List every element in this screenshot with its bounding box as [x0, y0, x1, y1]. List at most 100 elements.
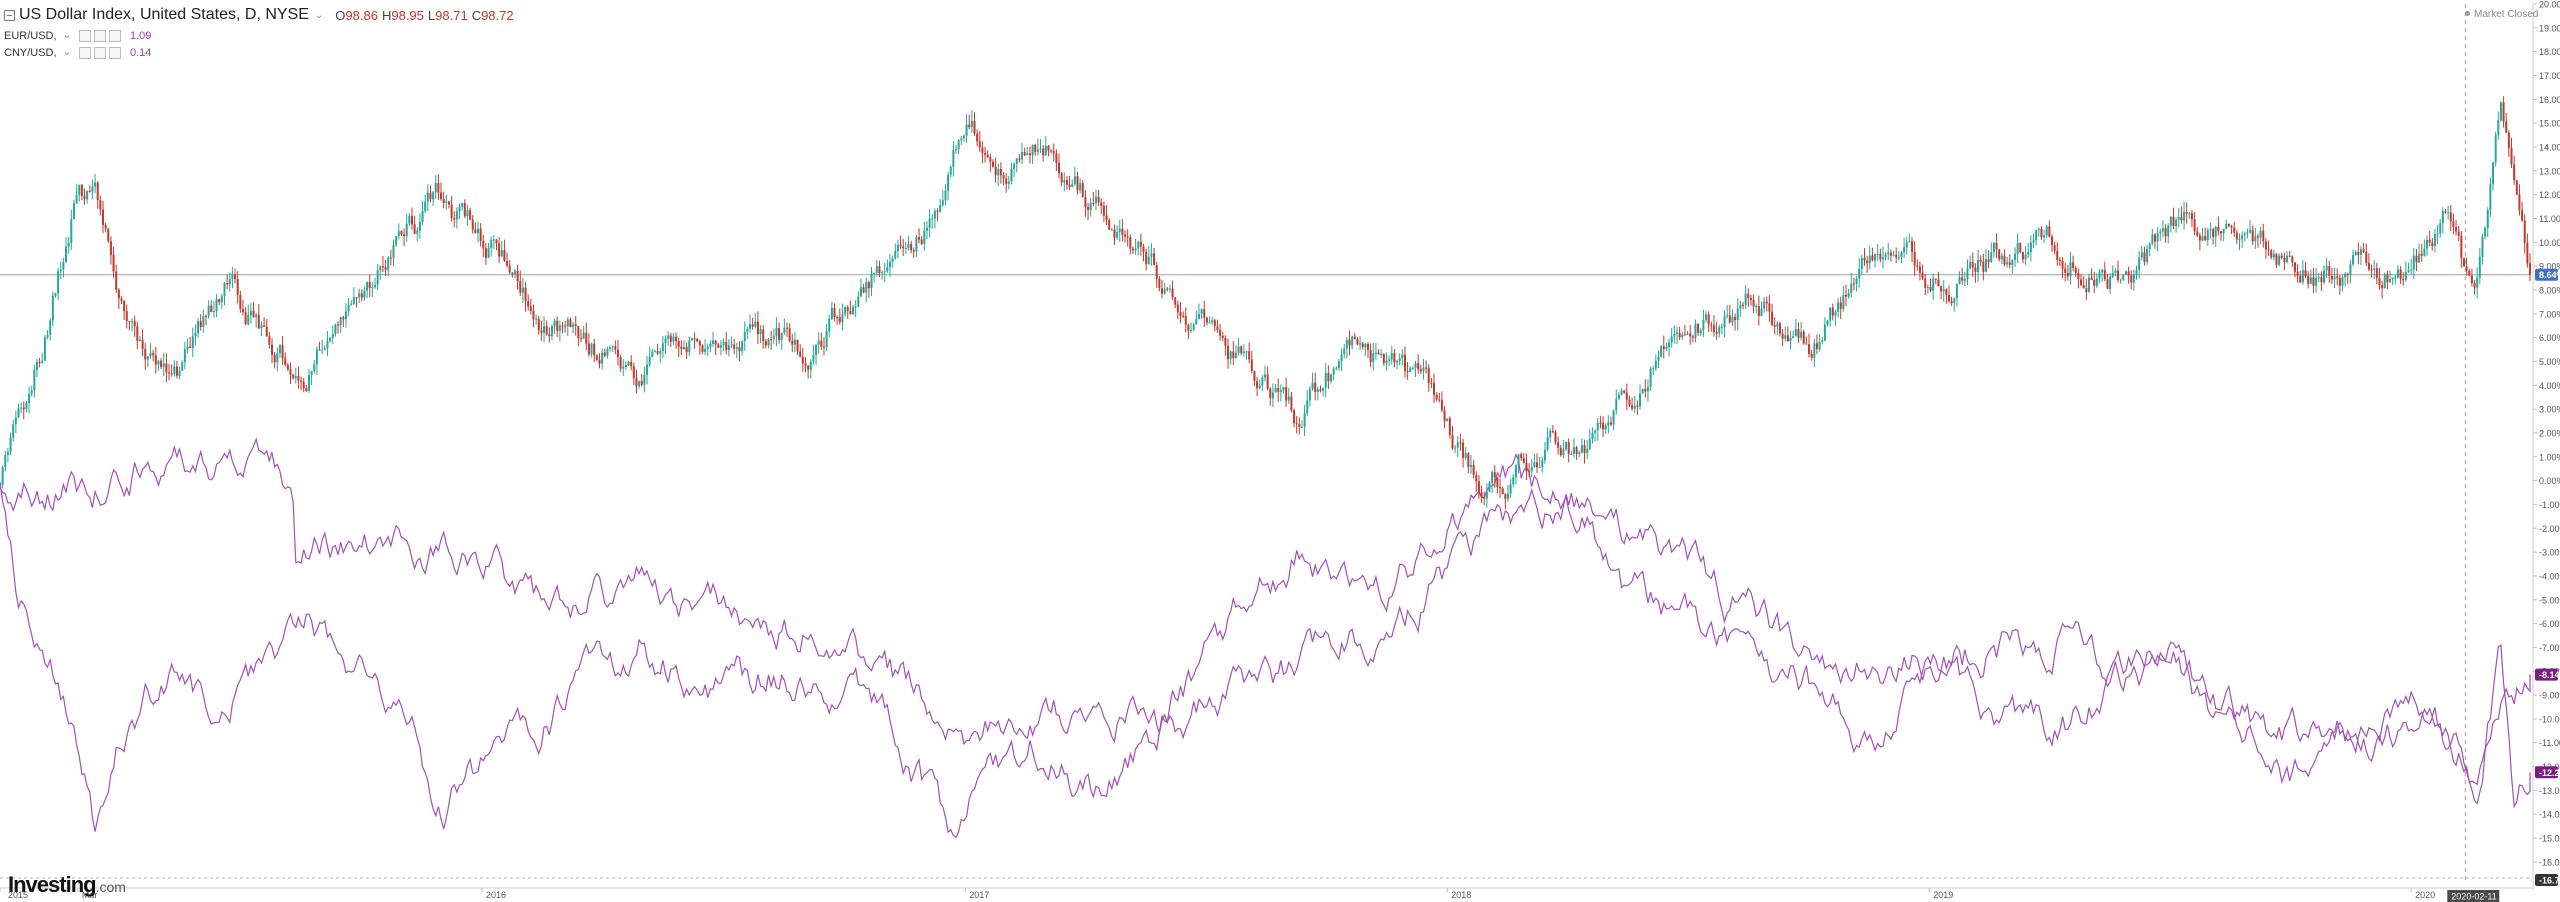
candle-body — [2317, 277, 2320, 279]
cny-series-label[interactable]: CNY/USD, — [4, 46, 57, 59]
candle-body — [2338, 277, 2341, 286]
candle-body — [104, 224, 107, 229]
candle-body — [920, 239, 923, 245]
candle-body — [2521, 209, 2524, 221]
candle-body — [445, 201, 448, 204]
cny-series-menu-icon[interactable]: ⌄ — [62, 47, 71, 58]
candle-body — [1462, 442, 1465, 458]
eur-series-label[interactable]: EUR/USD, — [4, 29, 57, 42]
candle-body — [521, 287, 524, 293]
candle-body — [675, 336, 678, 341]
plot-area[interactable] — [0, 4, 2530, 880]
candle-body — [207, 305, 210, 317]
legend-row-main[interactable]: US Dollar Index, United States, D, NYSE … — [4, 3, 514, 27]
main-series-title[interactable]: US Dollar Index, United States, D, NYSE — [19, 6, 309, 23]
candle-body — [1322, 387, 1325, 391]
collapse-icon[interactable] — [4, 9, 15, 21]
candle-body — [754, 321, 757, 327]
candle-body — [614, 346, 617, 350]
candle-body — [1924, 278, 1927, 288]
candle-body — [1163, 288, 1166, 294]
candle-body — [535, 318, 538, 320]
y-tick-label: 17.00% — [2539, 71, 2560, 81]
candle-body — [770, 339, 773, 341]
y-axis[interactable]: 20.00% 19.00% 18.00% 17.00% 16.00% 15.00% 14.0… — [2532, 0, 2560, 902]
candle-body — [1380, 354, 1383, 356]
legend-row-cny[interactable]: CNY/USD, ⌄ 0.14 — [4, 44, 514, 61]
candle-body — [9, 437, 12, 452]
candle-body — [466, 210, 469, 217]
candle-body — [1023, 152, 1026, 156]
candle-body — [1921, 272, 1924, 279]
eur-settings-icon[interactable] — [93, 29, 106, 42]
candle-body — [1105, 215, 1108, 221]
candle-body — [991, 161, 994, 167]
x-axis: 2015 Mar 2016 2017 2018 2019 2020 2020-02-11 — [0, 887, 2533, 902]
candle-body — [2359, 249, 2362, 255]
candle-body — [1353, 336, 1356, 340]
candle-body — [1860, 257, 1863, 269]
candle-body — [38, 361, 41, 363]
y-tick-label: 19.00% — [2539, 23, 2560, 33]
candle-body — [1554, 432, 1557, 443]
candle-body — [1781, 333, 1784, 339]
candle-body — [1794, 329, 1797, 337]
candle-body — [2386, 274, 2389, 283]
candle-body — [1477, 481, 1480, 493]
eur-visibility-icon[interactable] — [78, 29, 91, 42]
candle-body — [846, 307, 849, 312]
candle-body — [910, 243, 913, 251]
candle-body — [120, 298, 123, 301]
candle-body — [556, 320, 559, 331]
candle-body — [960, 138, 963, 141]
candle-body — [2027, 252, 2030, 255]
candle-body — [138, 339, 141, 341]
eur-series-menu-icon[interactable]: ⌄ — [62, 30, 71, 41]
candle-body — [352, 297, 355, 304]
legend-row-eur[interactable]: EUR/USD, ⌄ 1.09 — [4, 27, 514, 44]
candle-body — [1749, 297, 1752, 300]
candle-body — [1332, 368, 1335, 375]
main-series-menu-icon[interactable]: ⌄ — [314, 9, 324, 21]
candle-body — [59, 269, 62, 272]
y-tick-label: -13.00% — [2539, 786, 2560, 796]
eur-remove-icon[interactable] — [108, 29, 121, 42]
candle-body — [548, 334, 551, 337]
candle-body — [1678, 332, 1681, 338]
candle-body — [1522, 458, 1525, 463]
candle-body — [2127, 271, 2130, 276]
candle-body — [2014, 253, 2017, 260]
candle-body — [1567, 441, 1570, 455]
candle-body — [1784, 335, 1787, 339]
candle-body — [2444, 211, 2447, 213]
candle-body — [1213, 320, 1216, 327]
x-tick-label: 2018 — [1451, 890, 1471, 900]
candle-body — [1668, 342, 1671, 348]
candle-body — [88, 190, 91, 192]
candle-body — [178, 370, 181, 376]
candle-body — [2296, 271, 2299, 276]
candle-body — [873, 272, 876, 274]
candle-body — [669, 335, 672, 342]
candle-body — [1475, 475, 1478, 482]
candle-body — [1, 466, 4, 486]
candle-body — [1900, 252, 1903, 258]
candle-body — [1295, 423, 1298, 425]
cny-visibility-icon[interactable] — [78, 46, 91, 59]
candle-body — [1351, 336, 1354, 346]
candle-body — [2486, 210, 2489, 229]
candle-body — [1895, 254, 1898, 258]
candle-body — [2188, 213, 2191, 215]
candle-body — [749, 324, 752, 329]
candle-body — [572, 324, 575, 327]
cny-settings-icon[interactable] — [93, 46, 106, 59]
candle-body — [2404, 272, 2407, 280]
cny-remove-icon[interactable] — [108, 46, 121, 59]
candle-body — [598, 359, 601, 364]
candle-body — [220, 295, 223, 303]
candle-body — [2336, 276, 2339, 278]
candle-body — [2280, 255, 2283, 258]
candle-body — [894, 251, 897, 259]
candle-body — [1992, 242, 1995, 253]
